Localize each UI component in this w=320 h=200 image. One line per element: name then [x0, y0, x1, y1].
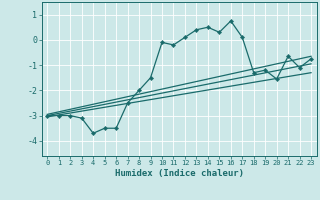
X-axis label: Humidex (Indice chaleur): Humidex (Indice chaleur): [115, 169, 244, 178]
